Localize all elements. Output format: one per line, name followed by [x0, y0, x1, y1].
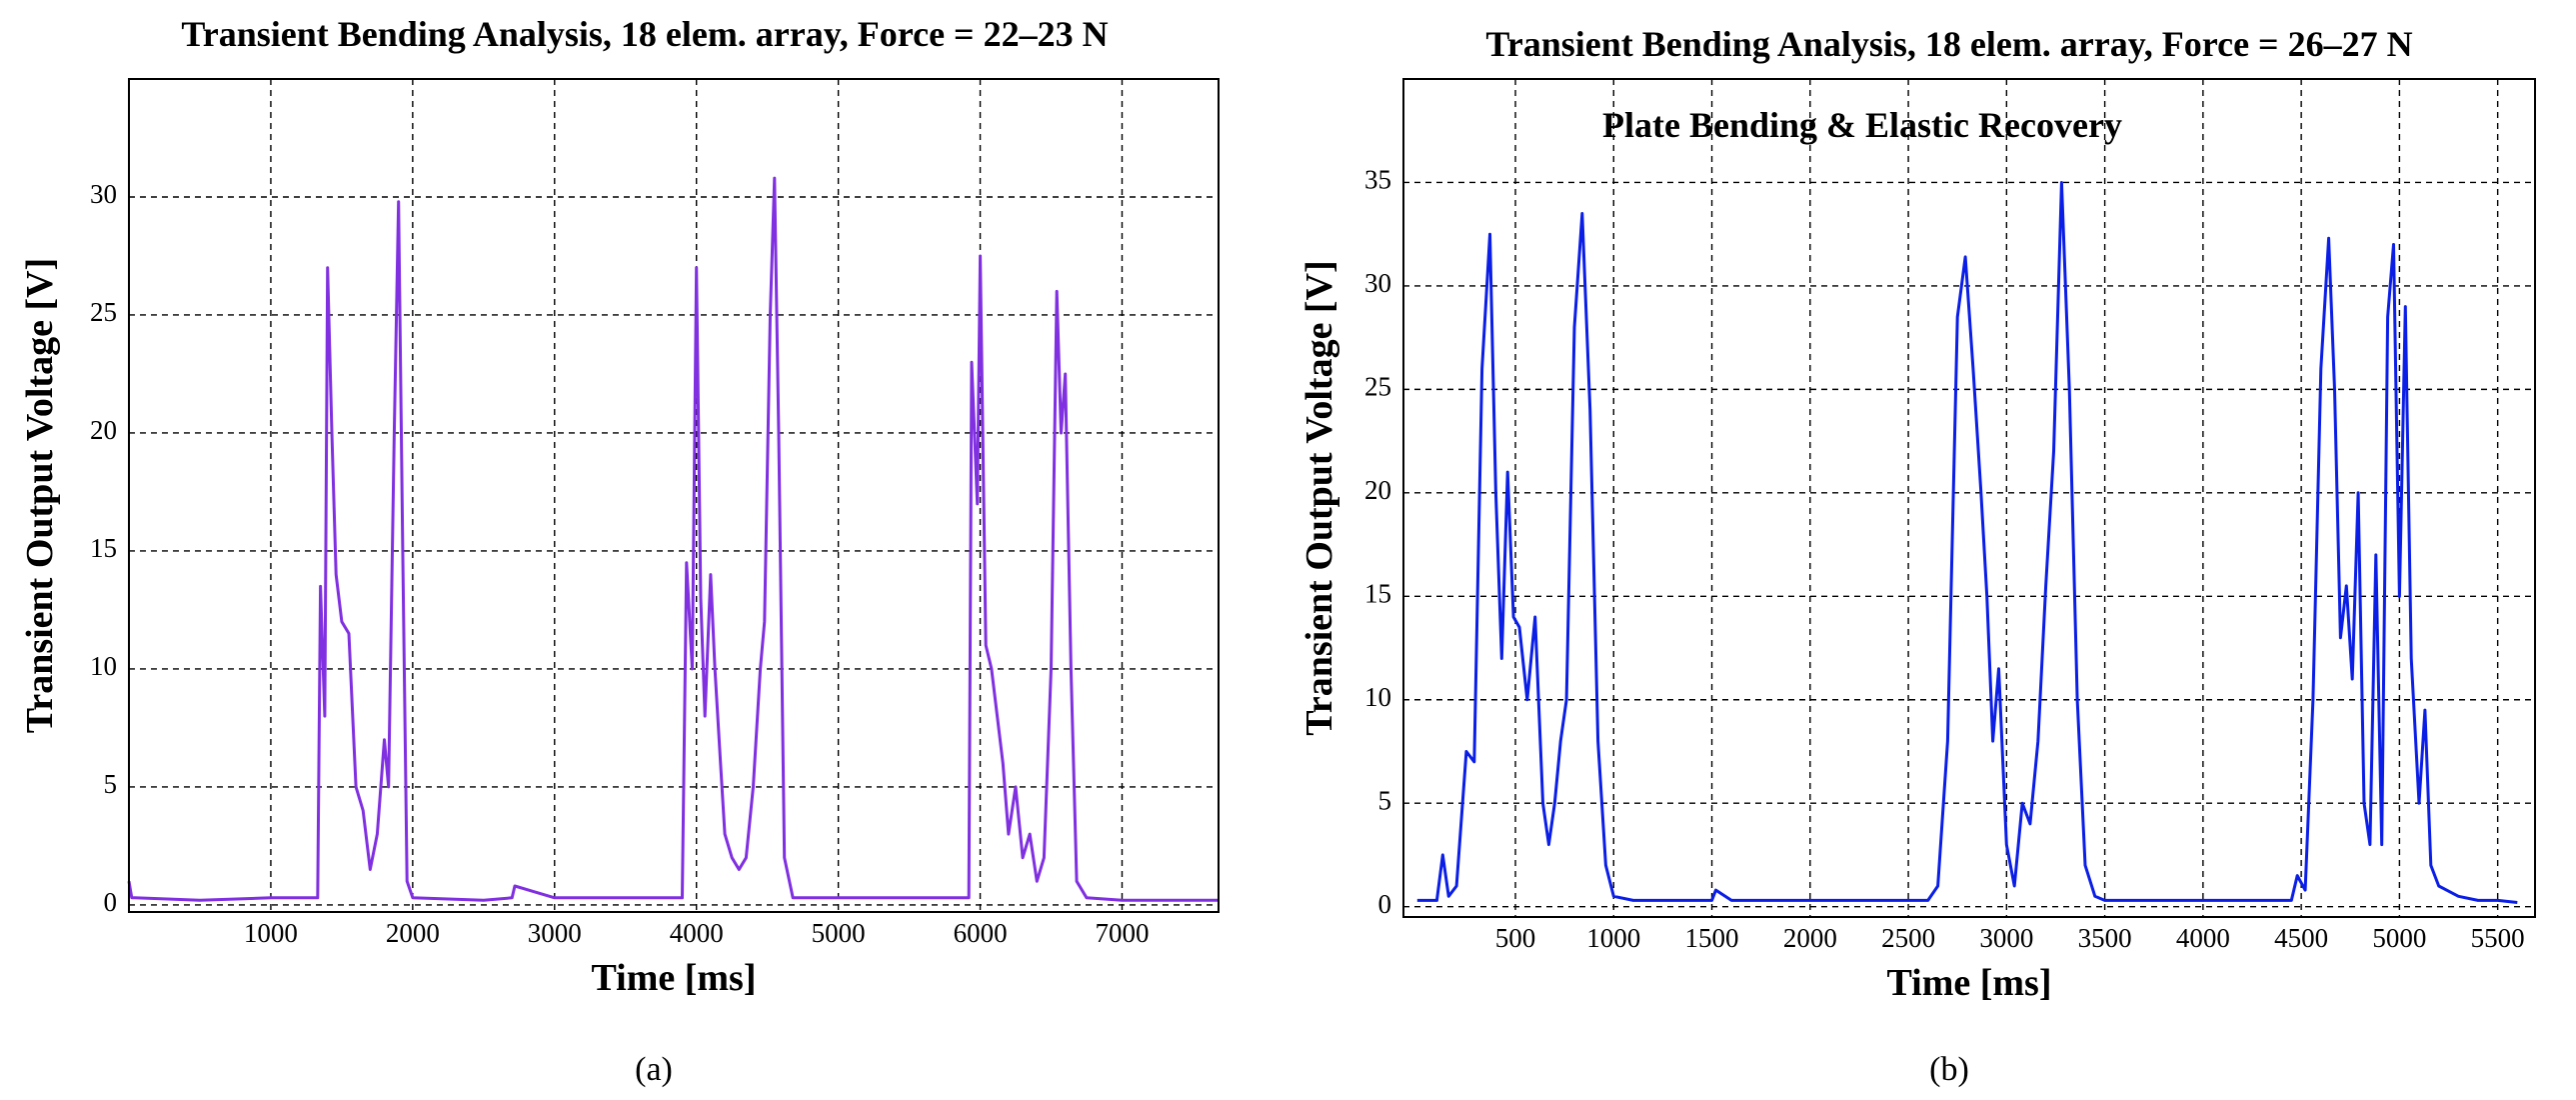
data-line — [1416, 181, 2518, 904]
y-tick-label: 15 — [1364, 578, 1391, 608]
y-tick-label: 10 — [1364, 682, 1391, 712]
x-tick-label: 2000 — [386, 918, 440, 948]
x-tick-label: 2000 — [1783, 923, 1837, 953]
x-tick-label: 3000 — [528, 918, 582, 948]
chart-title: Transient Bending Analysis, 18 elem. arr… — [1485, 24, 2412, 64]
plot-frame — [128, 78, 1220, 913]
x-axis-label: Time [ms] — [1887, 962, 2052, 1004]
y-tick-label: 5 — [1378, 785, 1392, 815]
y-axis-label: Transient Output Voltage [V] — [19, 258, 61, 733]
data-line — [127, 176, 1219, 902]
x-tick-label: 5000 — [812, 918, 866, 948]
x-tick-label: 1000 — [1586, 923, 1640, 953]
plot-area — [129, 79, 1219, 912]
x-tick-label: 5000 — [2372, 923, 2426, 953]
x-tick-label: 6000 — [954, 918, 1008, 948]
y-tick-label: 25 — [90, 297, 117, 327]
y-tick-label: 20 — [1364, 475, 1391, 505]
y-tick-label: 0 — [1378, 889, 1392, 919]
y-tick-label: 30 — [1364, 268, 1391, 298]
x-tick-label: 4000 — [670, 918, 724, 948]
y-tick-label: 15 — [90, 533, 117, 563]
x-tick-label: 3000 — [1979, 923, 2033, 953]
x-tick-label: 1000 — [244, 918, 298, 948]
caption: (a) — [635, 1051, 673, 1088]
y-tick-label: 25 — [1364, 372, 1391, 402]
x-tick-label: 5500 — [2471, 923, 2525, 953]
x-tick-label: 7000 — [1095, 918, 1149, 948]
y-tick-label: 0 — [104, 887, 118, 917]
y-tick-label: 30 — [90, 179, 117, 209]
x-tick-label: 3500 — [2078, 923, 2132, 953]
x-tick-label: 1500 — [1685, 923, 1739, 953]
x-tick-label: 4500 — [2274, 923, 2328, 953]
annotation: Plate Bending & Elastic Recovery — [1602, 105, 2122, 145]
y-tick-label: 35 — [1364, 165, 1391, 195]
y-tick-label: 10 — [90, 651, 117, 681]
x-tick-label: 4000 — [2176, 923, 2230, 953]
plot-frame — [1402, 78, 2536, 918]
x-tick-label: 500 — [1495, 923, 1536, 953]
chart-title: Transient Bending Analysis, 18 elem. arr… — [181, 14, 1108, 54]
y-axis-label: Transient Output Voltage [V] — [1298, 260, 1340, 735]
caption: (b) — [1929, 1051, 1969, 1088]
x-tick-label: 2500 — [1881, 923, 1935, 953]
y-tick-label: 5 — [104, 769, 118, 799]
x-axis-label: Time [ms] — [592, 957, 757, 999]
y-tick-label: 20 — [90, 415, 117, 445]
